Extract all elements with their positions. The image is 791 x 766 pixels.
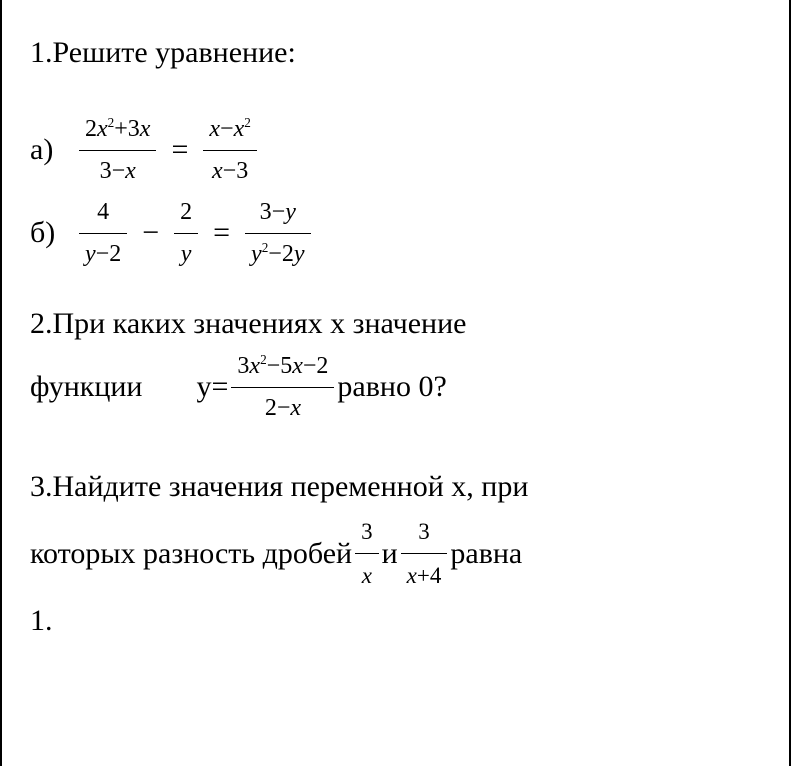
frac-problem-2: 3x2−5x−2 2−x bbox=[231, 348, 334, 427]
problem-3-mid: и bbox=[382, 528, 398, 579]
equals-1b: = bbox=[209, 210, 234, 257]
problem-1-heading: 1.Решите уравнение: bbox=[30, 30, 761, 77]
frac-1b-t1: 4 y−2 bbox=[79, 194, 127, 273]
equation-1a: а) 2x2+3x 3−x = x−x2 x−3 bbox=[30, 111, 761, 190]
frac-problem-3b: 3 x+4 bbox=[401, 512, 448, 595]
minus-1b: − bbox=[138, 210, 163, 257]
problem-2-ylabel: y= bbox=[197, 364, 229, 411]
problem-3-line1: 3.Найдите значения переменной х, при bbox=[30, 461, 761, 512]
equation-1b: б) 4 y−2 − 2 y = 3−y bbox=[30, 194, 761, 273]
problem-1-body: а) 2x2+3x 3−x = x−x2 x−3 bbox=[30, 111, 761, 274]
frac-1b-rhs: 3−y y2−2y bbox=[245, 194, 310, 273]
label-1b: б) bbox=[30, 210, 76, 257]
problem-3-line3: 1. bbox=[30, 595, 761, 646]
label-1a: а) bbox=[30, 127, 76, 174]
equals-1a: = bbox=[167, 127, 192, 174]
problem-3-post: равна bbox=[450, 528, 522, 579]
problem-2-line1: 2.При каких значениях х значение bbox=[30, 301, 761, 348]
problem-3: 3.Найдите значения переменной х, при кот… bbox=[30, 461, 761, 646]
worksheet-page: 1.Решите уравнение: а) 2x2+3x 3−x = x−x2 bbox=[0, 0, 791, 766]
frac-problem-3a: 3 x bbox=[355, 512, 379, 595]
problem-3-pre: которых разность дробей bbox=[30, 528, 352, 579]
problem-2-line2: функции y= 3x2−5x−2 2−x равно 0? bbox=[30, 348, 761, 427]
frac-1a-lhs: 2x2+3x 3−x bbox=[79, 111, 156, 190]
frac-1a-rhs: x−x2 x−3 bbox=[203, 111, 256, 190]
frac-1b-t2: 2 y bbox=[174, 194, 198, 273]
problem-3-line2: которых разность дробей 3 x и 3 x+4 равн… bbox=[30, 512, 761, 595]
problem-2: 2.При каких значениях х значение функции… bbox=[30, 301, 761, 427]
problem-2-post: равно 0? bbox=[337, 364, 446, 411]
problem-2-pre: функции bbox=[30, 364, 143, 411]
problem-1-heading-text: 1.Решите уравнение: bbox=[30, 36, 296, 69]
